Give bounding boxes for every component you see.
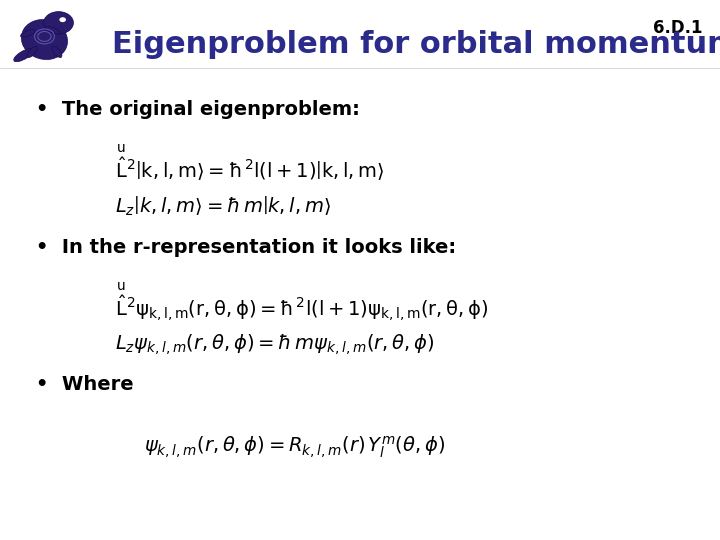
Text: $L_z\left|k,l,m\right\rangle = \hbar\, m\left|k,l,m\right\rangle$: $L_z\left|k,l,m\right\rangle = \hbar\, m… — [115, 194, 331, 218]
Text: Eigenproblem for orbital momentum: Eigenproblem for orbital momentum — [112, 30, 720, 59]
Ellipse shape — [21, 30, 35, 37]
Text: $\overset{\sf u}{\hat{L}}{}^2\psi_{k,l,m}(r,\theta,\phi) = \hbar^{\,2}l(l+1)\psi: $\overset{\sf u}{\hat{L}}{}^2\psi_{k,l,m… — [115, 281, 489, 323]
Ellipse shape — [45, 26, 60, 34]
Ellipse shape — [22, 19, 68, 59]
Circle shape — [44, 11, 73, 34]
Text: •  In the r-representation it looks like:: • In the r-representation it looks like: — [36, 238, 456, 256]
Ellipse shape — [52, 46, 62, 57]
Text: $\overset{\sf u}{\hat{L}}{}^2\left|k,l,m\right\rangle = \hbar^{\,2}l(l+1)\left|k: $\overset{\sf u}{\hat{L}}{}^2\left|k,l,m… — [115, 143, 385, 183]
Ellipse shape — [14, 49, 34, 62]
Text: 6.D.1: 6.D.1 — [652, 19, 702, 37]
Text: $\psi_{k,l,m}(r,\theta,\phi) = R_{k,l,m}(r)\,Y_l^m(\theta,\phi)$: $\psi_{k,l,m}(r,\theta,\phi) = R_{k,l,m}… — [144, 435, 445, 460]
Text: •  Where: • Where — [36, 375, 134, 394]
Ellipse shape — [27, 46, 37, 57]
Text: •  The original eigenproblem:: • The original eigenproblem: — [36, 100, 360, 119]
Circle shape — [59, 17, 66, 22]
Text: $L_z\psi_{k,l,m}(r,\theta,\phi) = \hbar\, m\psi_{k,l,m}(r,\theta,\phi)$: $L_z\psi_{k,l,m}(r,\theta,\phi) = \hbar\… — [115, 332, 435, 357]
